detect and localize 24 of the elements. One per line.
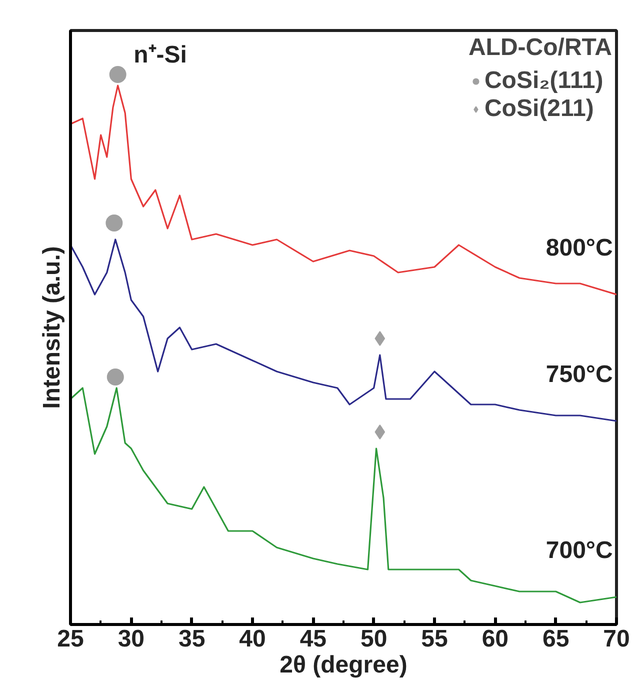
x-tick-label: 30 [118, 626, 145, 652]
point [374, 331, 386, 346]
x-tick-label: 45 [300, 626, 327, 652]
point [374, 424, 386, 440]
point [106, 368, 124, 386]
text: n⁺-Si [134, 42, 187, 68]
y-axis-title: Intensity (a.u.) [38, 246, 66, 409]
series-label: 750°C [546, 361, 613, 388]
x-tick-label: 35 [178, 626, 206, 652]
x-tick-label: 25 [57, 626, 84, 652]
x-tick-label: 60 [482, 626, 509, 652]
series-label: 700°C [546, 537, 613, 564]
x-tick-label: 55 [421, 626, 448, 652]
x-tick-label: 40 [239, 626, 266, 652]
legend-label: CoSi(211) [484, 95, 594, 123]
x-tick-label: 70 [603, 626, 630, 652]
point [106, 214, 123, 232]
x-axis-title: 2θ (degree) [280, 652, 408, 678]
point [109, 66, 126, 83]
series-label: 800°C [546, 234, 613, 262]
legend-label: CoSi₂(111) [484, 67, 604, 95]
x-tick-label: 65 [542, 626, 570, 652]
x-tick-label: 50 [360, 626, 388, 652]
legend-title: ALD-Co/RTA [468, 34, 612, 62]
